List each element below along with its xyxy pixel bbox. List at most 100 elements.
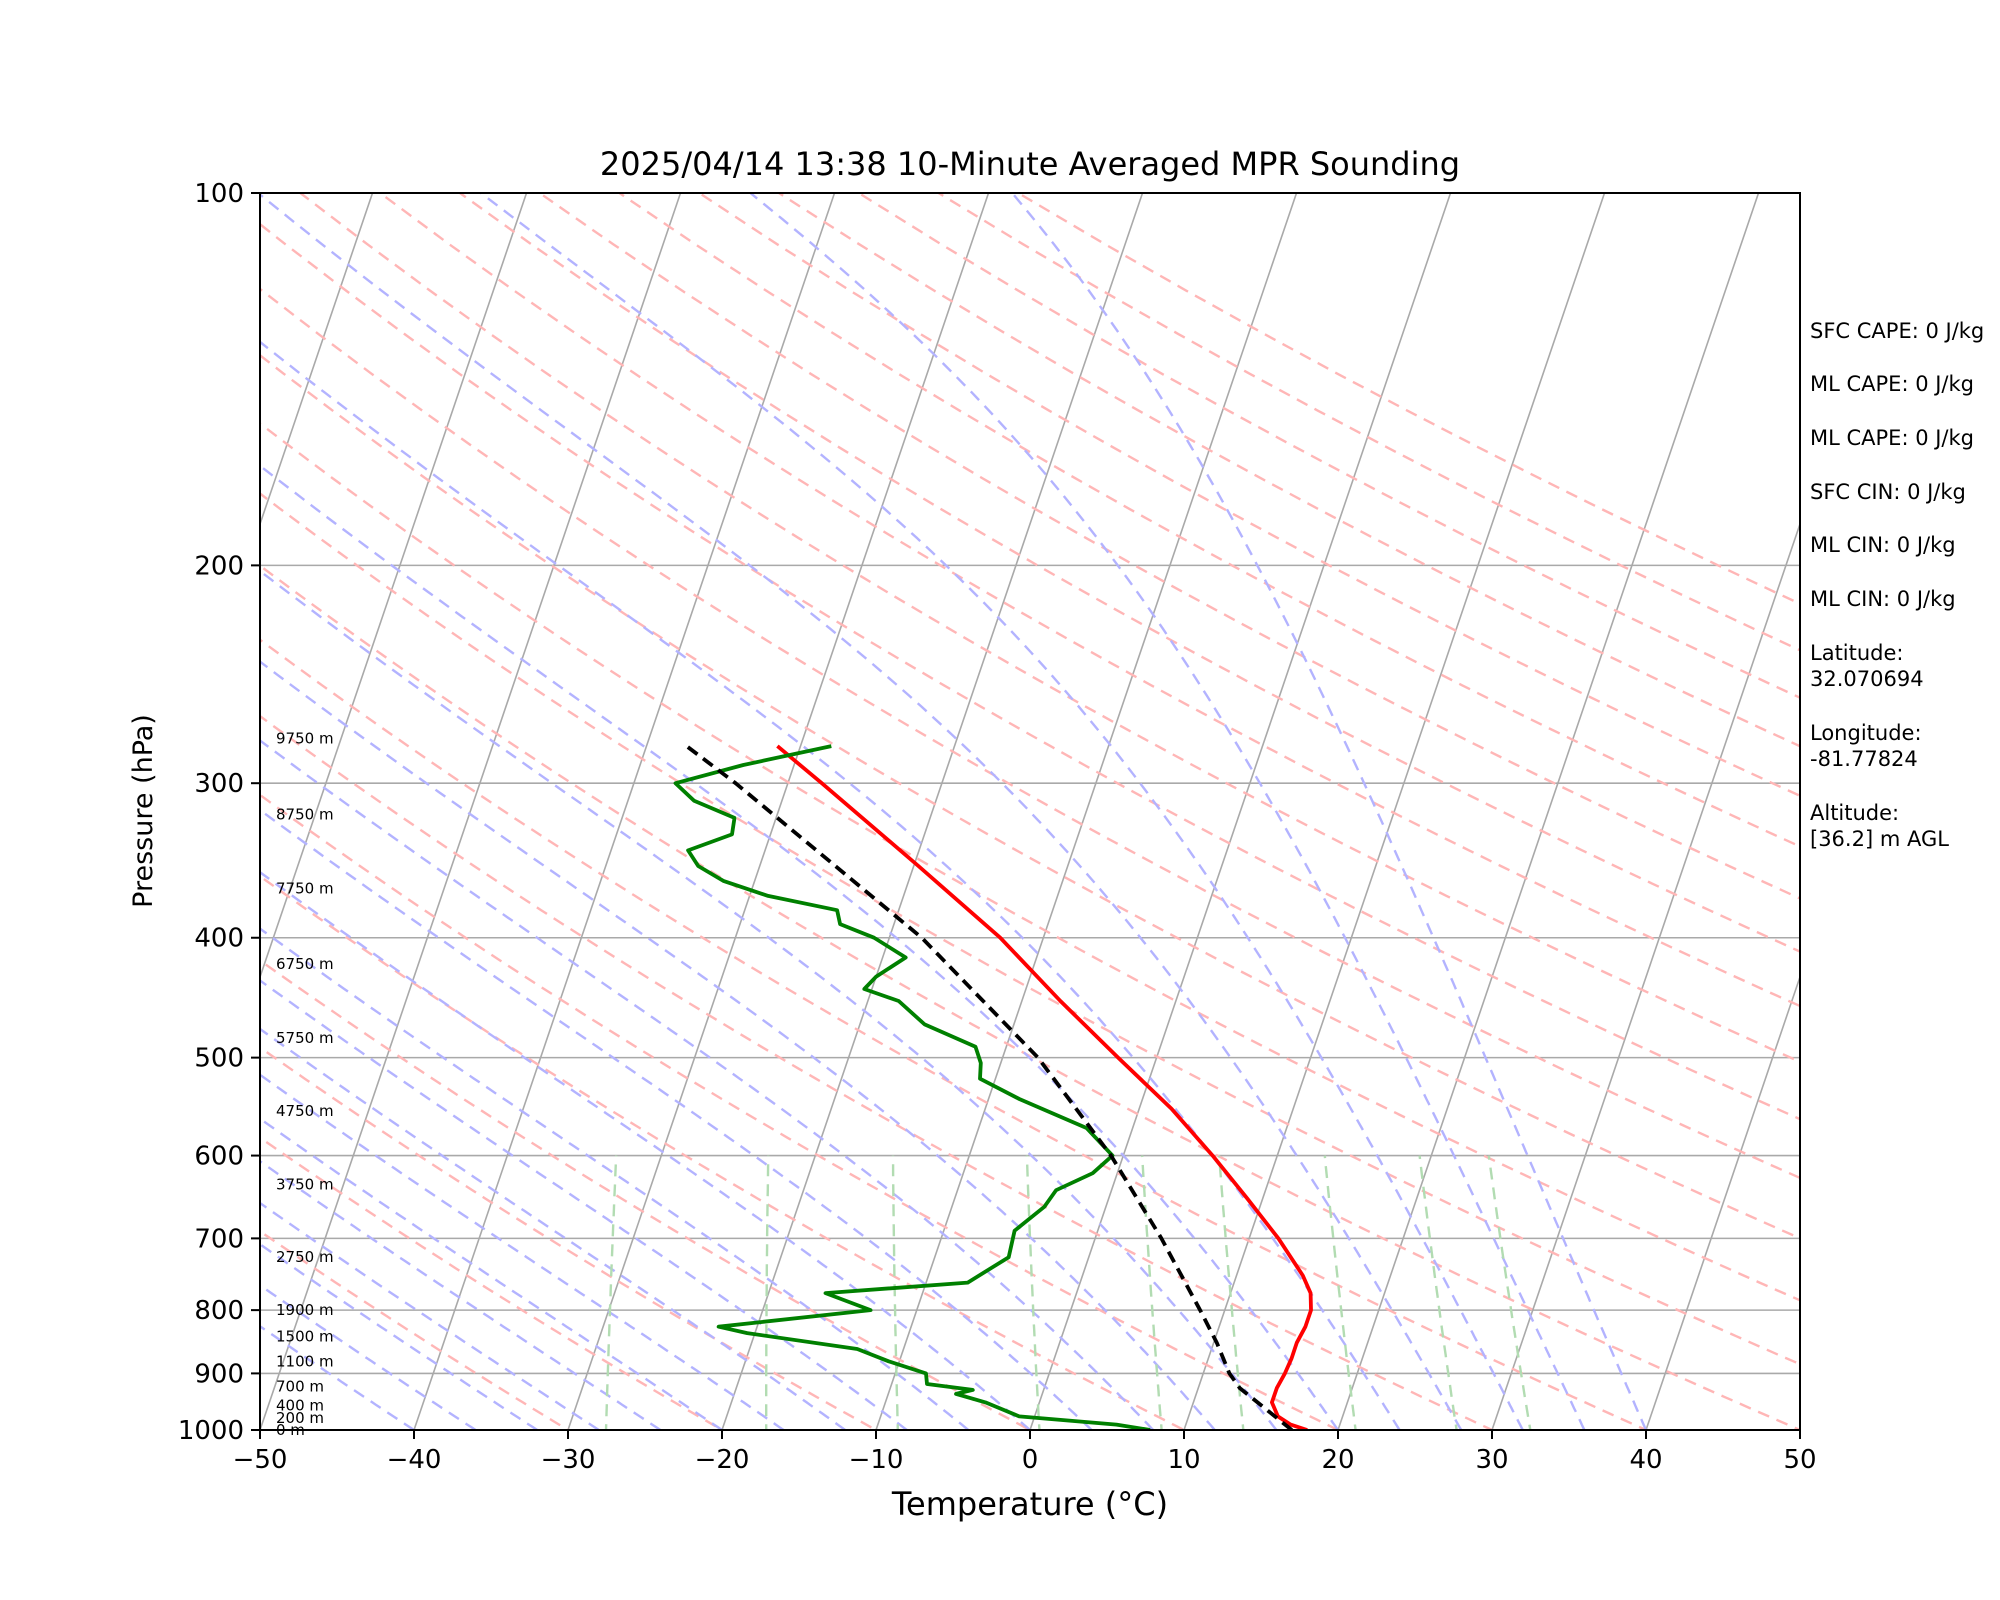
- isotherm-line: [0, 165, 74, 1456]
- dry-adiabat-line: [260, 638, 1649, 1430]
- moist-adiabat-line: [1399, 1429, 1402, 1430]
- isotherm-line: [721, 193, 1144, 1430]
- longitude-label: Longitude:: [1810, 721, 1922, 745]
- latitude-block: Latitude: 32.070694: [1810, 640, 1924, 692]
- y-tick-label: 500: [194, 1044, 244, 1074]
- dry-adiabat-line: [260, 793, 1341, 1430]
- isotherm-line: [1337, 193, 1760, 1430]
- moist-adiabat-line: [260, 979, 908, 1430]
- y-tick-label: 400: [194, 924, 244, 954]
- ml-cape-text: ML CAPE: 0 J/kg: [1810, 372, 1975, 396]
- y-axis-label: Pressure (hPa): [128, 714, 159, 908]
- moist-adiabat-line: [1091, 1429, 1094, 1430]
- height-label: 8750 m: [276, 806, 334, 824]
- moist-adiabat-line: [260, 1027, 846, 1430]
- moist-adiabat-line: [906, 1429, 909, 1430]
- moist-adiabat-line: [260, 193, 1463, 1430]
- dry-adiabat-line: [618, 193, 1800, 848]
- mixing-ratio-line: [1141, 1155, 1163, 1430]
- mixing-ratio-line: [1418, 1155, 1458, 1430]
- x-tick-label: 30: [1475, 1445, 1508, 1475]
- moist-adiabat-line: [260, 1242, 538, 1430]
- mixing-ratio-line: [1217, 1155, 1245, 1430]
- moist-adiabat-line: [1214, 1429, 1217, 1430]
- mixing-ratio-line: [604, 1155, 618, 1430]
- y-tick-label: 800: [194, 1296, 244, 1326]
- dry-adiabat-line: [260, 287, 1800, 1180]
- dewpoint-line: [673, 744, 1151, 1430]
- x-tick-label: −30: [541, 1445, 596, 1475]
- x-tick-label: 20: [1321, 1445, 1354, 1475]
- height-label: 7750 m: [276, 880, 334, 898]
- y-tick-label: 1000: [178, 1416, 244, 1446]
- mixing-ratio-line: [1487, 1155, 1532, 1430]
- dry-adiabat-line: [778, 193, 1800, 748]
- dry-adiabat-line: [379, 193, 1800, 1008]
- height-label: 6750 m: [276, 955, 334, 973]
- x-tick-label: −50: [233, 1445, 288, 1475]
- isotherm-line: [1029, 193, 1452, 1430]
- moist-adiabat-line: [260, 660, 1216, 1430]
- isotherm-line: [260, 193, 682, 1430]
- sfc-cape-text: SFC CAPE: 0 J/kg: [1810, 319, 1985, 343]
- altitude-block: Altitude: [36.2] m AGL: [1810, 800, 1949, 852]
- x-tick-label: 40: [1629, 1445, 1662, 1475]
- dry-adiabat-line: [538, 193, 1800, 900]
- moist-adiabat-line: [1461, 1429, 1463, 1430]
- x-tick-label: −10: [849, 1445, 904, 1475]
- x-tick-label: 10: [1167, 1445, 1200, 1475]
- dry-adiabat-line: [260, 874, 1187, 1430]
- height-label: 200 m: [276, 1409, 324, 1427]
- moist-adiabat-line: [1011, 193, 1648, 1430]
- ml-cin-text-2: ML CIN: 0 J/kg: [1810, 587, 1956, 611]
- x-axis-label: Temperature (°C): [891, 1485, 1168, 1523]
- parcel-profile-line: [685, 744, 1293, 1430]
- x-tick-label: 50: [1783, 1445, 1816, 1475]
- moist-adiabat-line: [783, 1429, 786, 1430]
- isotherm-line: [1645, 974, 1800, 1430]
- longitude-value: -81.77824: [1810, 747, 1918, 771]
- dry-adiabat-line: [260, 353, 1800, 1240]
- moist-adiabat-line: [260, 927, 970, 1430]
- y-tick-label: 600: [194, 1142, 244, 1172]
- dry-adiabat-line: [260, 492, 1800, 1366]
- dry-adiabat-line: [260, 564, 1800, 1430]
- isotherm-line: [875, 193, 1298, 1430]
- mixing-ratio-line: [1025, 1155, 1041, 1430]
- chart-title: 2025/04/14 13:38 10-Minute Averaged MPR …: [600, 145, 1460, 183]
- mixing-ratio-line: [891, 1155, 900, 1430]
- moist-adiabat-line: [480, 193, 1524, 1430]
- y-tick-label: 900: [194, 1359, 244, 1389]
- isotherm-line: [1945, 165, 2000, 1456]
- moist-adiabat-line: [475, 1428, 478, 1430]
- moist-adiabat-line: [1276, 1429, 1278, 1430]
- moist-adiabat-line: [260, 739, 1155, 1430]
- height-label: 1500 m: [276, 1327, 334, 1345]
- altitude-value: [36.2] m AGL: [1810, 827, 1949, 851]
- isotherm-line: [413, 193, 836, 1430]
- height-label: 9750 m: [276, 729, 334, 747]
- moist-adiabat-line: [598, 1428, 601, 1430]
- moist-adiabat-line: [1522, 1429, 1525, 1430]
- dry-adiabat-line: [459, 193, 1800, 953]
- isotherm-line: [1491, 521, 1800, 1430]
- dry-adiabat-line: [260, 222, 1800, 1121]
- plot-frame: [259, 192, 1801, 1431]
- height-label: 3750 m: [276, 1175, 334, 1193]
- latitude-label: Latitude:: [1810, 641, 1904, 665]
- altitude-label: Altitude:: [1810, 801, 1900, 825]
- moist-adiabat-line: [260, 340, 1401, 1430]
- moist-adiabat-line: [260, 808, 1093, 1430]
- y-tick-label: 700: [194, 1224, 244, 1254]
- y-tick-label: 200: [194, 551, 244, 581]
- mixing-ratio-line: [765, 1155, 770, 1430]
- height-label: 2750 m: [276, 1248, 334, 1266]
- y-tick-label: 100: [194, 179, 244, 209]
- moist-adiabat-line: [968, 1429, 971, 1430]
- ml-cape-text-2: ML CAPE: 0 J/kg: [1810, 426, 1975, 450]
- isotherm-line: [567, 193, 990, 1430]
- dry-adiabat-line: [260, 421, 1800, 1302]
- y-tick-label: 300: [194, 769, 244, 799]
- x-tick-label: 0: [1022, 1445, 1039, 1475]
